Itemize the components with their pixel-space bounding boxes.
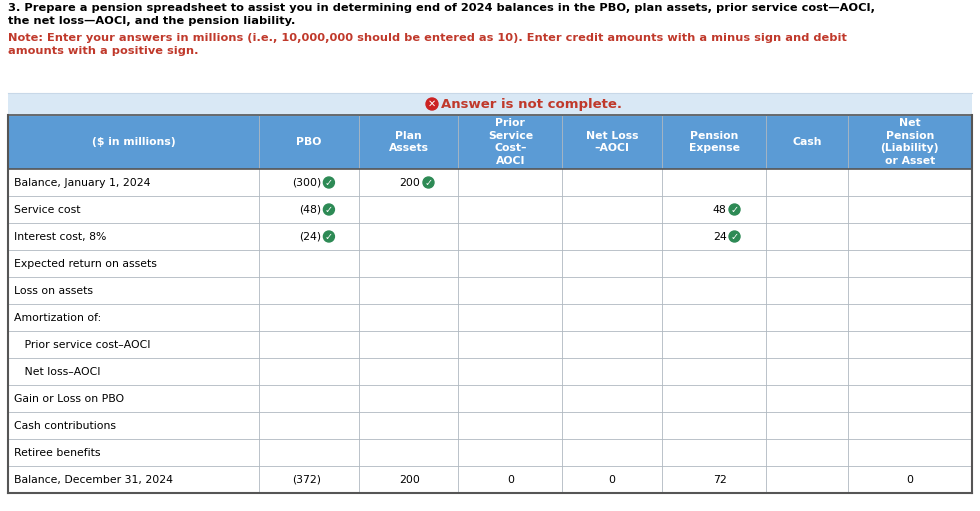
Text: Note: Enter your answers in millions (i.e., 10,000,000 should be entered as 10).: Note: Enter your answers in millions (i.…: [8, 33, 847, 43]
Circle shape: [323, 177, 334, 188]
Circle shape: [729, 231, 740, 242]
Text: ✓: ✓: [324, 204, 333, 215]
Text: Net loss–AOCI: Net loss–AOCI: [14, 366, 101, 377]
Text: Prior
Service
Cost–
AOCI: Prior Service Cost– AOCI: [488, 119, 533, 166]
Text: ✕: ✕: [428, 99, 436, 109]
Text: (48): (48): [299, 204, 320, 215]
Text: ✓: ✓: [730, 204, 739, 215]
Text: ✓: ✓: [424, 177, 432, 188]
Text: Prior service cost–AOCI: Prior service cost–AOCI: [14, 339, 151, 350]
Circle shape: [423, 177, 434, 188]
Text: Retiree benefits: Retiree benefits: [14, 448, 101, 457]
Text: 0: 0: [609, 475, 615, 484]
Text: ✓: ✓: [730, 231, 739, 242]
Text: Net Loss
–AOCI: Net Loss –AOCI: [586, 131, 638, 153]
Text: Pension
Expense: Pension Expense: [689, 131, 740, 153]
Text: (300): (300): [292, 177, 320, 188]
Bar: [8, 115, 972, 169]
Text: the net loss—AOCI, and the pension liability.: the net loss—AOCI, and the pension liabi…: [8, 16, 295, 26]
Text: Gain or Loss on PBO: Gain or Loss on PBO: [14, 393, 124, 404]
Text: PBO: PBO: [296, 137, 321, 147]
Text: Net
Pension
(Liability)
or Asset: Net Pension (Liability) or Asset: [880, 119, 939, 166]
Text: Cash: Cash: [792, 137, 821, 147]
Text: Cash contributions: Cash contributions: [14, 421, 116, 430]
Bar: [8, 466, 972, 493]
Text: 200: 200: [400, 475, 420, 484]
Text: 0: 0: [507, 475, 514, 484]
Bar: [8, 331, 972, 358]
Bar: [8, 358, 972, 385]
Text: Amortization of:: Amortization of:: [14, 313, 101, 322]
Circle shape: [729, 204, 740, 215]
Bar: [8, 439, 972, 466]
Bar: [8, 250, 972, 277]
Text: Balance, January 1, 2024: Balance, January 1, 2024: [14, 177, 151, 188]
Circle shape: [426, 98, 438, 110]
Circle shape: [323, 231, 334, 242]
Bar: [8, 169, 972, 196]
Text: Interest cost, 8%: Interest cost, 8%: [14, 231, 107, 242]
Bar: [8, 93, 972, 115]
Circle shape: [323, 204, 334, 215]
Text: Balance, December 31, 2024: Balance, December 31, 2024: [14, 475, 173, 484]
Bar: [8, 196, 972, 223]
Bar: [8, 277, 972, 304]
Text: 200: 200: [400, 177, 420, 188]
Text: Answer is not complete.: Answer is not complete.: [441, 98, 622, 110]
Bar: [8, 223, 972, 250]
Text: ($ in millions): ($ in millions): [92, 137, 175, 147]
Text: (24): (24): [299, 231, 320, 242]
Text: Plan
Assets: Plan Assets: [388, 131, 428, 153]
Text: ✓: ✓: [324, 177, 333, 188]
Bar: [8, 412, 972, 439]
Text: amounts with a positive sign.: amounts with a positive sign.: [8, 46, 199, 56]
Text: (372): (372): [292, 475, 320, 484]
Bar: [8, 385, 972, 412]
Text: 3. Prepare a pension spreadsheet to assist you in determining end of 2024 balanc: 3. Prepare a pension spreadsheet to assi…: [8, 3, 875, 13]
Text: Service cost: Service cost: [14, 204, 80, 215]
Text: ✓: ✓: [324, 231, 333, 242]
Text: 24: 24: [712, 231, 726, 242]
Text: 72: 72: [712, 475, 726, 484]
Text: Expected return on assets: Expected return on assets: [14, 259, 157, 268]
Text: 48: 48: [712, 204, 726, 215]
Text: 0: 0: [906, 475, 913, 484]
Text: Loss on assets: Loss on assets: [14, 286, 93, 295]
Bar: [8, 304, 972, 331]
